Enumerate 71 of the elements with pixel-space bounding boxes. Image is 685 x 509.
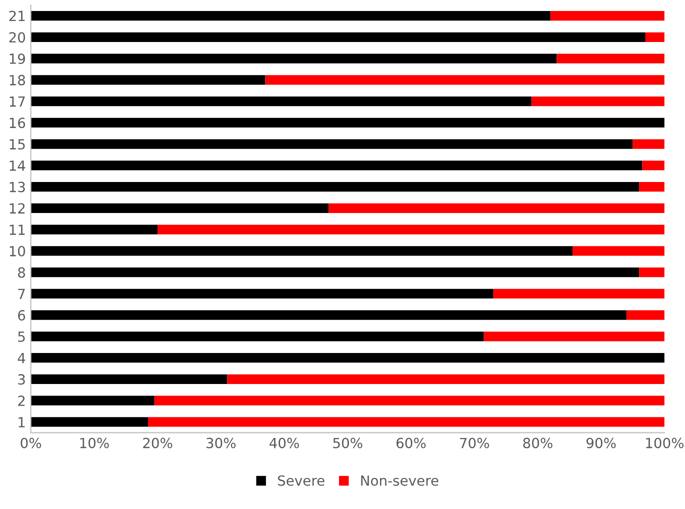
bar xyxy=(30,139,633,149)
x-tick-label: 40% xyxy=(270,438,299,448)
bar xyxy=(148,417,664,427)
bar xyxy=(227,374,664,384)
y-tick-label: 4 xyxy=(18,352,26,364)
y-tick-label: 5 xyxy=(18,332,25,342)
y-tick-label: 16 xyxy=(10,118,26,128)
y-tick-label: 3 xyxy=(18,374,25,385)
x-tick-label: 100% xyxy=(646,438,684,448)
y-tick-label: 21 xyxy=(9,10,25,22)
y-tick-label: 2 xyxy=(18,396,25,406)
bar xyxy=(645,32,664,42)
x-tick-label: 30% xyxy=(206,438,236,448)
bar xyxy=(30,10,550,21)
bar xyxy=(626,310,664,320)
bar xyxy=(639,182,664,192)
y-tick-label: 10 xyxy=(10,246,26,256)
bar xyxy=(572,246,664,256)
x-tick-label: 10% xyxy=(80,438,109,448)
bar xyxy=(30,396,154,406)
bar xyxy=(30,353,664,363)
bar xyxy=(493,288,664,299)
bar xyxy=(30,374,228,384)
bar xyxy=(265,75,664,85)
y-tick-label: 19 xyxy=(10,54,25,64)
bar xyxy=(632,139,664,149)
bar xyxy=(30,182,640,192)
y-tick-label: 18 xyxy=(10,74,26,86)
x-tick-label: 20% xyxy=(143,438,172,448)
bar xyxy=(30,332,484,342)
x-tick-label: 90% xyxy=(586,438,616,448)
bar xyxy=(550,10,664,21)
bar xyxy=(30,75,266,85)
bar xyxy=(30,203,329,213)
x-tick-label: 0% xyxy=(20,438,42,448)
y-tick-label: 8 xyxy=(18,267,26,278)
y-tick-label: 15 xyxy=(10,139,25,150)
y-tick-label: 1 xyxy=(18,417,25,428)
bar xyxy=(328,203,664,213)
bar xyxy=(639,268,664,278)
x-tick-label: 70% xyxy=(460,438,490,448)
legend-label: Severe xyxy=(278,475,324,486)
bar xyxy=(30,268,640,278)
y-tick-label: 6 xyxy=(18,310,26,321)
y-tick-label: 13 xyxy=(10,182,25,192)
bar xyxy=(484,332,664,342)
bar xyxy=(30,224,158,234)
bar xyxy=(158,224,664,234)
bar xyxy=(30,160,642,170)
x-tick-label: 50% xyxy=(333,438,362,448)
bar xyxy=(556,54,664,64)
y-tick-label: 11 xyxy=(10,224,25,235)
bar xyxy=(30,417,148,427)
bar xyxy=(30,54,557,64)
bar xyxy=(30,118,664,128)
y-tick-label: 17 xyxy=(10,96,25,107)
y-tick-label: 12 xyxy=(10,203,25,214)
bar xyxy=(30,96,532,106)
x-tick-label: 80% xyxy=(523,438,552,448)
bar xyxy=(30,32,646,42)
bar xyxy=(642,160,664,170)
legend-label: Non-severe xyxy=(361,476,438,486)
y-tick-label: 7 xyxy=(18,288,25,299)
y-tick-label: 20 xyxy=(9,32,26,43)
bar xyxy=(531,96,664,106)
y-tick-label: 14 xyxy=(10,160,26,171)
bar xyxy=(154,396,664,406)
x-tick-label: 60% xyxy=(396,438,426,448)
bar xyxy=(30,288,494,299)
bar xyxy=(30,310,626,320)
bar xyxy=(30,246,573,256)
